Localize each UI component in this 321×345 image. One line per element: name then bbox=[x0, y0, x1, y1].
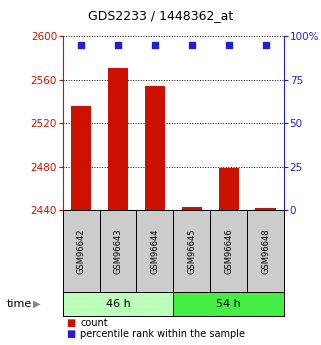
Bar bbox=[71, 106, 91, 210]
Text: 54 h: 54 h bbox=[216, 299, 241, 308]
Text: time: time bbox=[6, 299, 32, 308]
Text: GDS2233 / 1448362_at: GDS2233 / 1448362_at bbox=[88, 9, 233, 22]
Bar bbox=[256, 208, 276, 210]
Point bbox=[263, 42, 268, 48]
Text: GSM96645: GSM96645 bbox=[187, 228, 196, 274]
Text: ■: ■ bbox=[66, 329, 75, 339]
Text: GSM96646: GSM96646 bbox=[224, 228, 233, 274]
Bar bbox=[219, 168, 239, 210]
Point bbox=[115, 42, 120, 48]
Text: GSM96642: GSM96642 bbox=[76, 228, 86, 274]
Bar bbox=[108, 68, 128, 210]
Point bbox=[226, 42, 231, 48]
Text: GSM96644: GSM96644 bbox=[150, 228, 160, 274]
Text: count: count bbox=[80, 318, 108, 328]
Bar bbox=[182, 207, 202, 210]
Text: GSM96643: GSM96643 bbox=[113, 228, 123, 274]
Bar bbox=[145, 86, 165, 210]
Text: ■: ■ bbox=[66, 318, 75, 328]
Point bbox=[189, 42, 194, 48]
Point bbox=[152, 42, 157, 48]
Text: ▶: ▶ bbox=[33, 299, 41, 308]
Text: percentile rank within the sample: percentile rank within the sample bbox=[80, 329, 245, 339]
Point bbox=[78, 42, 83, 48]
Text: GSM96648: GSM96648 bbox=[261, 228, 270, 274]
Text: 46 h: 46 h bbox=[106, 299, 130, 308]
